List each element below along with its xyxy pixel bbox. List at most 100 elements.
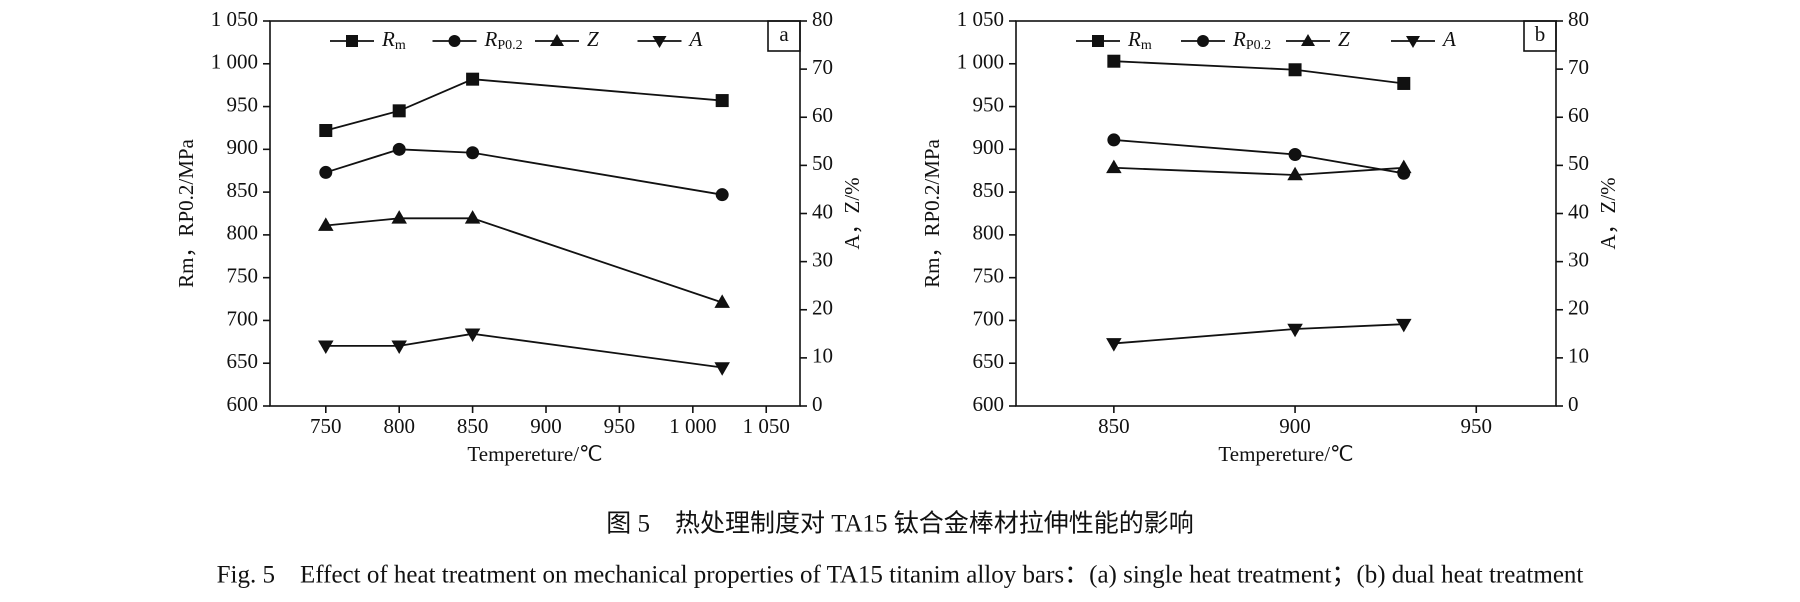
y2-tick-label: 50 [1568, 151, 1589, 175]
marker [464, 210, 481, 224]
y2-tick-label: 50 [812, 151, 833, 175]
panel-label-box [767, 20, 801, 52]
legend-marker [550, 34, 564, 46]
x-axis-label: Tempereture/℃ [1218, 442, 1353, 466]
x-tick-label: 800 [383, 414, 415, 438]
y2-tick-label: 40 [812, 199, 833, 223]
legend-label: Z [587, 27, 599, 51]
panel-label: a [779, 22, 789, 46]
x-tick-label: 1 050 [743, 414, 790, 438]
legend-label: Z [1338, 27, 1350, 51]
x-axis-label: Tempereture/℃ [467, 442, 602, 466]
marker [466, 72, 480, 86]
y2-axis-label: A，Z/% [840, 177, 864, 249]
marker [318, 217, 334, 231]
y2-tick-label: 80 [1568, 7, 1589, 31]
panel-label-box [1523, 20, 1557, 52]
series-line [1113, 60, 1404, 85]
legend-marker [1092, 35, 1104, 47]
marker [391, 340, 407, 355]
y-tick-label: 900 [227, 135, 259, 159]
y2-tick-label: 0 [1568, 392, 1579, 416]
x-tick-label: 850 [1098, 414, 1130, 438]
y-tick-label: 700 [227, 306, 259, 330]
y-axis-label: Rm，RP0.2/MPa [920, 138, 944, 287]
y-tick-label: 750 [227, 263, 259, 287]
series-line [325, 148, 723, 196]
marker [319, 165, 333, 179]
y2-tick-label: 60 [812, 103, 833, 127]
x-tick-label: 900 [530, 414, 562, 438]
legend-marker [1197, 35, 1209, 47]
series-line [1113, 139, 1404, 175]
marker [1396, 318, 1412, 333]
series-line [1113, 323, 1404, 345]
y-tick-label: 750 [973, 263, 1005, 287]
y-tick-label: 650 [973, 349, 1005, 373]
marker [1396, 159, 1412, 174]
plot-frame [1015, 20, 1557, 407]
y2-tick-label: 20 [1568, 296, 1589, 320]
y-tick-label: 850 [973, 178, 1005, 202]
y-tick-label: 1 000 [211, 50, 258, 74]
y-tick-label: 900 [973, 135, 1005, 159]
x-tick-label: 950 [1461, 414, 1493, 438]
y2-tick-label: 30 [1568, 247, 1589, 271]
marker [466, 146, 480, 160]
series-line [1113, 166, 1404, 176]
marker [714, 362, 730, 376]
y-tick-label: 700 [973, 306, 1005, 330]
y2-tick-label: 10 [1568, 344, 1589, 368]
marker [391, 210, 407, 224]
marker [1397, 76, 1411, 90]
x-tick-label: 900 [1279, 414, 1311, 438]
x-tick-label: 950 [604, 414, 636, 438]
y2-tick-label: 60 [1568, 103, 1589, 127]
x-tick-label: 850 [457, 414, 489, 438]
marker [1107, 54, 1121, 68]
marker [464, 328, 481, 343]
legend-label: Rm [1127, 27, 1152, 53]
series-line [325, 217, 723, 304]
figure-title: 图 5 热处理制度对 TA15 钛合金棒材拉伸性能的影响 [606, 510, 1194, 538]
y-tick-label: 950 [973, 92, 1005, 116]
legend-label: A [1441, 27, 1456, 51]
y-tick-label: 800 [227, 221, 259, 245]
marker [1107, 133, 1121, 147]
legend-marker [1301, 34, 1315, 46]
y2-tick-label: 70 [1568, 55, 1589, 79]
y2-tick-label: 30 [812, 247, 833, 271]
panel-label: b [1535, 22, 1546, 46]
y-tick-label: 850 [227, 178, 259, 202]
figure-caption: Fig. 5 Effect of heat treatment on mecha… [217, 562, 1584, 589]
marker [715, 94, 729, 108]
y2-tick-label: 80 [812, 7, 833, 31]
legend-marker [1406, 36, 1420, 48]
y-tick-label: 1 050 [957, 7, 1004, 31]
legend-marker [448, 35, 461, 47]
y-tick-label: 600 [227, 392, 259, 416]
y2-tick-label: 0 [812, 392, 823, 416]
marker [1287, 323, 1303, 338]
x-tick-label: 1 000 [669, 414, 716, 438]
legend-label: RP0.2 [484, 27, 523, 53]
legend-marker [652, 36, 667, 48]
marker [1106, 159, 1122, 174]
legend-label: Rm [381, 27, 406, 53]
marker [1288, 147, 1302, 161]
y2-tick-label: 20 [812, 296, 833, 320]
y-tick-label: 1 050 [211, 7, 258, 31]
y2-tick-label: 40 [1568, 199, 1589, 223]
y2-axis-label: A，Z/% [1596, 177, 1620, 249]
series-line [325, 332, 723, 369]
marker [1287, 166, 1303, 181]
legend-marker [346, 35, 358, 47]
marker [1288, 63, 1302, 77]
x-tick-label: 750 [310, 414, 342, 438]
marker [714, 294, 730, 308]
plot-frame [269, 20, 801, 407]
y-tick-label: 800 [973, 221, 1005, 245]
legend-label: RP0.2 [1232, 27, 1271, 53]
legend-label: A [688, 27, 703, 51]
